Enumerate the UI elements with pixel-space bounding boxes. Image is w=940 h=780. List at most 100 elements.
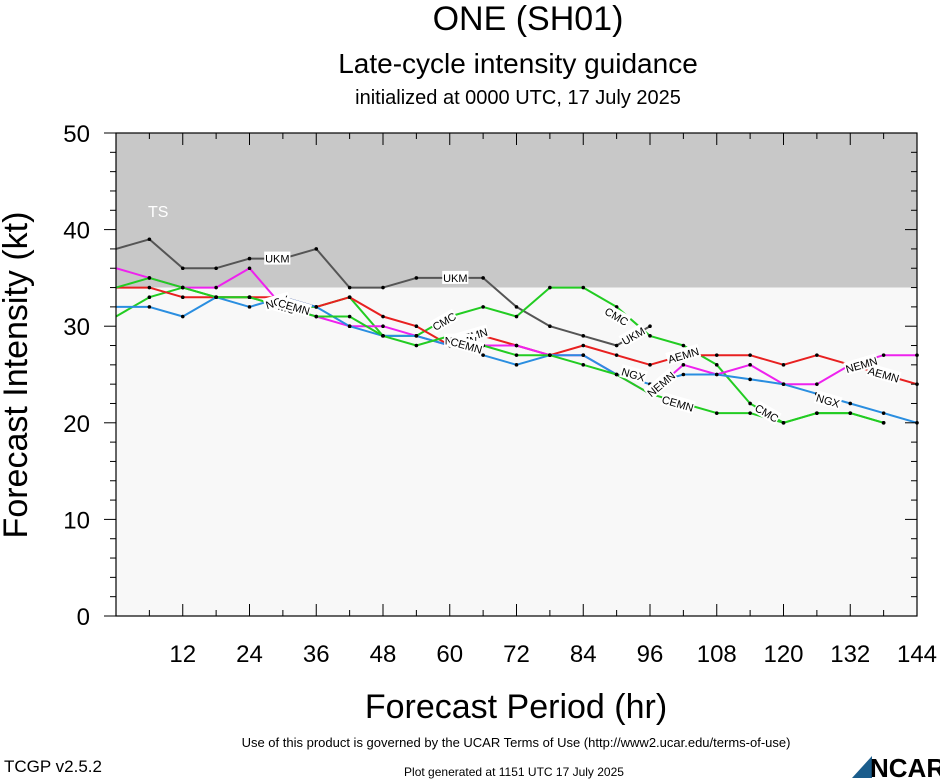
series-label-ukm: UKM — [264, 251, 291, 266]
ncar-logo-text: NCAR — [870, 753, 940, 780]
terms-of-use: Use of this product is governed by the U… — [242, 735, 791, 750]
series-point-nemn — [681, 363, 686, 367]
series-point-cemn — [514, 353, 519, 357]
series-point-aemn — [147, 285, 152, 290]
series-point-nemn — [881, 353, 886, 357]
version-label: TCGP v2.5.2 — [4, 757, 102, 776]
series-point-cemn — [714, 411, 719, 415]
y-axis-title: Forecast Intensity (kt) — [0, 212, 35, 539]
series-point-ukm — [247, 256, 252, 261]
series-point-ukm — [314, 247, 319, 251]
intensity-band-labels: TS — [148, 204, 168, 221]
series-label-bg — [643, 368, 678, 400]
series-point-cemn — [314, 314, 319, 319]
series-point-ukm — [347, 285, 352, 290]
series-point-ukm — [514, 305, 519, 309]
series-point-aemn — [614, 353, 619, 357]
series-point-aemn — [381, 314, 385, 319]
y-tick-label: 40 — [63, 218, 90, 245]
series-point-cmc — [548, 285, 552, 290]
series-point-cmc — [681, 343, 686, 348]
y-tick-label: 30 — [63, 314, 90, 341]
series-label-bg — [865, 363, 902, 385]
series-point-ukm — [481, 276, 485, 280]
series-label-bg — [429, 308, 459, 334]
series-label-bg — [618, 323, 648, 348]
ncar-logo-mark — [852, 756, 872, 778]
series-point-nemn — [381, 324, 385, 329]
series-point-cemn — [381, 334, 385, 338]
series-point-cmc — [147, 295, 152, 300]
series-point-cemn — [781, 421, 786, 425]
series-label-bg — [448, 334, 485, 356]
x-tick-label: 132 — [830, 641, 870, 668]
series-point-ukm — [614, 343, 619, 348]
x-tick-label: 120 — [763, 641, 803, 668]
series-point-cemn — [614, 372, 619, 377]
series-point-cemn — [180, 285, 185, 290]
series-point-aemn — [414, 324, 419, 329]
series-label-bg — [752, 400, 782, 425]
x-tick-label: 36 — [303, 641, 330, 668]
series-point-cmc — [481, 305, 485, 309]
axis-tick-labels: 12 24 36 48 60 72 84 96 108 120 132 144 0 10 20 30 40 50 — [63, 121, 937, 668]
chart-title: ONE (SH01) — [433, 0, 624, 38]
series-point-ukm — [147, 237, 152, 242]
series-point-ngx — [147, 305, 152, 309]
series-label-bg — [619, 364, 648, 384]
series-point-cmc — [614, 305, 619, 309]
series-point-cmc — [648, 334, 652, 338]
series-point-aemn — [648, 363, 652, 367]
y-tick-label: 20 — [63, 411, 90, 438]
series-point-ngx — [414, 334, 419, 338]
series-line-cemn — [115, 276, 884, 424]
series-label-bg — [843, 353, 880, 376]
series-point-ngx — [581, 353, 586, 357]
x-tick-label: 48 — [370, 641, 397, 668]
series-point-ngx — [247, 305, 252, 309]
series-label-text: UKM — [443, 273, 467, 285]
series-point-ukm — [180, 266, 185, 271]
x-tick-label: 144 — [897, 641, 937, 668]
series-point-cemn — [347, 314, 352, 319]
series-point-cmc — [514, 314, 519, 319]
series-point-ngx — [714, 372, 719, 377]
series-point-ukm — [548, 324, 552, 329]
series-point-nemn — [247, 266, 252, 271]
series-point-cmc — [748, 401, 752, 406]
band-ts — [116, 133, 917, 288]
series-point-ngx — [781, 382, 786, 386]
intensity-bands — [116, 133, 917, 616]
series-point-cemn — [548, 353, 552, 357]
series-point-aemn — [815, 353, 819, 357]
series-point-cemn — [815, 411, 819, 415]
band-below-ts — [116, 287, 917, 616]
x-tick-label: 84 — [570, 641, 597, 668]
series-point-cemn — [214, 295, 218, 300]
ncar-logo: NCAR — [852, 753, 940, 780]
series-point-nemn — [815, 382, 819, 386]
series-point-aemn — [748, 353, 752, 357]
series-point-ngx — [180, 314, 185, 319]
series-point-ngx — [681, 372, 686, 377]
series-point-cemn — [147, 276, 152, 280]
series-label-bg — [602, 303, 632, 329]
series-point-ngx — [347, 324, 352, 329]
series-point-ngx — [748, 377, 752, 382]
x-tick-label: 12 — [169, 641, 196, 668]
series-point-ngx — [514, 363, 519, 367]
series-point-cemn — [748, 411, 752, 415]
series-point-ngx — [881, 411, 886, 415]
series-point-cemn — [247, 295, 252, 300]
y-tick-label: 0 — [77, 604, 90, 631]
band-label-ts: TS — [148, 204, 168, 221]
x-tick-label: 60 — [436, 641, 463, 668]
series-point-cmc — [581, 285, 586, 290]
series-point-aemn — [714, 353, 719, 357]
x-tick-label: 96 — [637, 641, 664, 668]
series-label-ukm: UKM — [442, 270, 469, 285]
series-point-cemn — [848, 411, 853, 415]
series-label-bg — [276, 295, 313, 318]
x-axis-title: Forecast Period (hr) — [365, 688, 667, 726]
series-label-text: UKM — [265, 254, 289, 266]
